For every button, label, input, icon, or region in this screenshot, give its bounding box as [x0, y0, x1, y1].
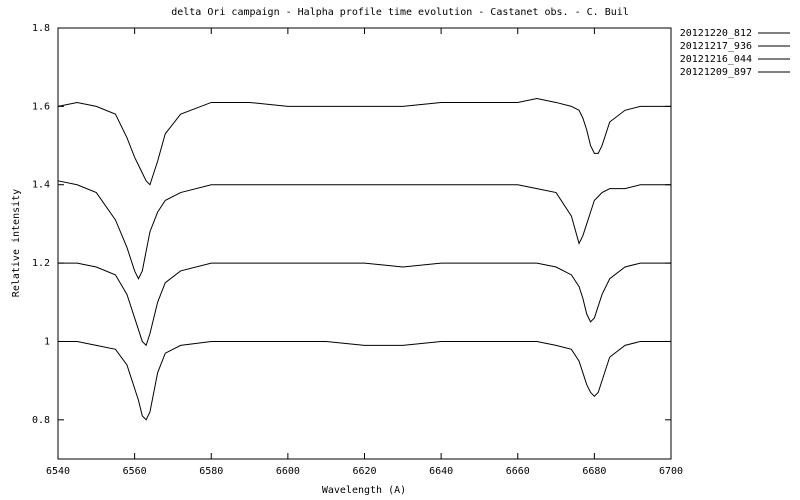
y-tick-label: 0.8	[32, 415, 50, 426]
series-line	[58, 262, 671, 347]
y-tick-label: 1.6	[32, 101, 50, 112]
legend-label: 20121217_936	[680, 41, 752, 52]
x-tick-label: 6700	[659, 466, 683, 477]
y-tick-label: 1.8	[32, 23, 50, 34]
x-tick-label: 6560	[123, 466, 147, 477]
legend-label: 20121220_812	[680, 28, 752, 39]
x-tick-label: 6680	[582, 466, 606, 477]
x-tick-label: 6620	[352, 466, 376, 477]
y-tick-label: 1	[44, 336, 50, 347]
x-tick-label: 6640	[429, 466, 453, 477]
x-tick-label: 6540	[46, 466, 70, 477]
x-tick-label: 6580	[199, 466, 223, 477]
y-axis-label: Relative intensity	[11, 189, 22, 297]
x-tick-label: 6660	[506, 466, 530, 477]
chart-title: delta Ori campaign - Halpha profile time…	[171, 7, 629, 18]
x-axis-label: Wavelength (A)	[322, 485, 406, 496]
legend-label: 20121216_044	[680, 54, 752, 65]
x-tick-label: 6600	[276, 466, 300, 477]
y-tick-label: 1.2	[32, 258, 50, 269]
series-line	[57, 180, 671, 280]
legend-label: 20121209_897	[680, 67, 752, 78]
y-tick-label: 1.4	[32, 180, 50, 191]
series-line	[58, 340, 671, 421]
series-line	[57, 98, 671, 186]
